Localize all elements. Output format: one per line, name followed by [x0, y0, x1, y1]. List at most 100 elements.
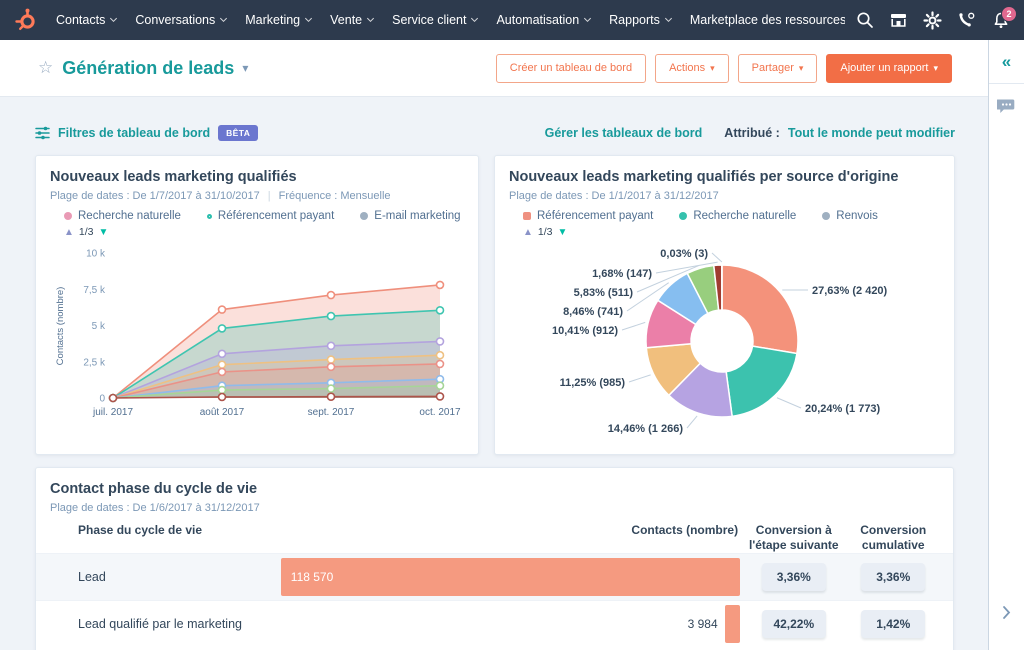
data-point[interactable]: [217, 305, 227, 314]
data-point[interactable]: [217, 385, 227, 395]
filter-sliders-icon: [35, 126, 50, 140]
svg-text:oct. 2017: oct. 2017: [419, 407, 461, 418]
data-point[interactable]: [326, 311, 336, 321]
data-point[interactable]: [217, 349, 227, 359]
legend-item[interactable]: Renvois: [822, 210, 878, 222]
calls-phone-icon[interactable]: [957, 11, 976, 30]
phase-label: Lead: [78, 570, 106, 584]
nav-item-marketing[interactable]: Marketing: [245, 13, 313, 27]
dashboard-filters-button[interactable]: Filtres de tableau de bord BÊTA: [35, 125, 259, 141]
data-point[interactable]: [108, 393, 118, 403]
slice-label: 10,41% (912): [552, 325, 618, 337]
pie-slice-0[interactable]: [721, 264, 799, 355]
table-row[interactable]: Lead 118 570 3,36% 3,36%: [36, 553, 953, 600]
comments-icon[interactable]: [989, 98, 1024, 115]
nav-item-rapports[interactable]: Rapports: [609, 13, 672, 27]
chevron-down-icon: ▾: [798, 63, 804, 73]
legend-item[interactable]: Référencement payant: [206, 210, 334, 222]
legend-item[interactable]: Recherche naturelle: [64, 210, 181, 222]
page-up-icon[interactable]: ▲: [523, 226, 533, 238]
legend-item[interactable]: Référencement payant: [523, 210, 653, 222]
data-point[interactable]: [326, 384, 336, 393]
date-range: Plage de dates : De 1/6/2017 à 31/12/201…: [50, 502, 260, 514]
next-page-chevron-icon[interactable]: [989, 605, 1024, 620]
legend-marker-icon: [523, 212, 531, 220]
phase-label: Lead qualifié par le marketing: [78, 617, 242, 631]
collapse-panel-icon[interactable]: «: [989, 40, 1024, 84]
add-report-button[interactable]: Ajouter un rapport ▾: [826, 53, 952, 83]
legend-item[interactable]: Recherche naturelle: [679, 210, 796, 222]
chevron-down-icon: ▾: [710, 63, 715, 73]
legend-item[interactable]: E-mail marketing: [360, 210, 461, 222]
slice-label: 27,63% (2 420): [812, 285, 888, 297]
data-point[interactable]: [326, 290, 336, 300]
chevron-down-icon: [367, 14, 375, 23]
manage-dashboards-link[interactable]: Gérer les tableaux de bord: [544, 126, 703, 140]
report-title[interactable]: Nouveaux leads marketing qualifiés per s…: [509, 169, 899, 185]
create-dashboard-button[interactable]: Créer un tableau de bord: [495, 53, 647, 83]
nav-item-contacts[interactable]: Contacts: [56, 13, 118, 27]
nav-item-service-client[interactable]: Service client: [392, 13, 479, 27]
svg-text:août 2017: août 2017: [200, 407, 245, 418]
settings-gear-icon[interactable]: [923, 10, 942, 30]
data-point[interactable]: [326, 355, 336, 364]
beta-badge: BÊTA: [218, 125, 259, 141]
data-point[interactable]: [217, 367, 227, 377]
data-point[interactable]: [435, 381, 445, 390]
line-series-s7[interactable]: [108, 381, 445, 403]
column-header-conversion-cumulative: Conversion cumulative: [860, 523, 927, 552]
data-point[interactable]: [435, 350, 445, 360]
data-point[interactable]: [435, 305, 445, 315]
conversion-next-badge: 42,22%: [761, 610, 826, 638]
funnel-bar[interactable]: [724, 605, 741, 643]
pie-slice-1[interactable]: [725, 345, 798, 418]
legend: Recherche naturelle Référencement payant E…: [64, 210, 464, 222]
contacts-value: 3 984: [687, 617, 718, 631]
page-up-icon[interactable]: ▲: [64, 226, 74, 238]
funnel-table-header: Phase du cycle de vie Contacts (nombre) …: [50, 523, 939, 553]
report-title[interactable]: Nouveaux leads marketing qualifiés: [50, 169, 297, 185]
marketplace-icon[interactable]: [889, 11, 908, 30]
actions-button[interactable]: Actions ▾: [655, 53, 729, 83]
nav-item-marketplace[interactable]: Marketplace des ressources: [690, 13, 845, 27]
nav-item-vente[interactable]: Vente: [330, 13, 375, 27]
legend-pagination: ▲ 1/3 ▼: [523, 226, 940, 238]
notifications-bell-icon[interactable]: 2: [991, 5, 1017, 30]
funnel-bar[interactable]: 118 570: [280, 558, 741, 596]
legend-marker-icon: [679, 212, 688, 220]
data-point[interactable]: [217, 324, 227, 333]
data-point[interactable]: [435, 392, 445, 401]
table-row[interactable]: Lead qualifié par le marketing 3 984 42,…: [36, 600, 953, 647]
share-button[interactable]: Partager ▾: [737, 53, 818, 83]
chevron-down-icon: [110, 14, 118, 23]
nav-item-conversations[interactable]: Conversations: [135, 13, 228, 27]
page-indicator: 1/3: [537, 226, 553, 238]
search-icon[interactable]: [855, 11, 874, 30]
svg-text:sept. 2017: sept. 2017: [308, 407, 355, 418]
nav-menu: Contacts Conversations Marketing Vente S…: [56, 13, 845, 27]
slice-label: 8,46% (741): [563, 306, 623, 318]
data-point[interactable]: [435, 280, 445, 290]
data-point[interactable]: [435, 359, 445, 369]
legend-pagination: ▲ 1/3 ▼: [64, 226, 464, 238]
data-point[interactable]: [217, 360, 227, 369]
svg-text:5 k: 5 k: [92, 321, 106, 332]
line-series-s1[interactable]: [108, 280, 445, 403]
page-down-icon[interactable]: ▼: [557, 226, 568, 238]
line-series-s8[interactable]: [108, 392, 445, 403]
hubspot-logo[interactable]: [12, 7, 38, 33]
nav-item-automatisation[interactable]: Automatisation: [496, 13, 592, 27]
report-title[interactable]: Contact phase du cycle de vie: [50, 481, 258, 497]
chevron-down-icon[interactable]: ▾: [242, 61, 249, 75]
favorite-star-icon[interactable]: ☆: [38, 58, 54, 77]
legend-marker-icon: [206, 213, 212, 219]
data-point[interactable]: [326, 362, 336, 372]
data-point[interactable]: [217, 392, 227, 402]
data-point[interactable]: [326, 392, 336, 401]
slice-label: 1,68% (147): [592, 268, 652, 280]
contacts-bar-cell: 118 570: [280, 558, 741, 596]
page-down-icon[interactable]: ▼: [98, 226, 109, 238]
data-point[interactable]: [326, 341, 336, 351]
data-point[interactable]: [435, 337, 445, 346]
assigned-value-link[interactable]: Tout le monde peut modifier: [787, 126, 955, 140]
